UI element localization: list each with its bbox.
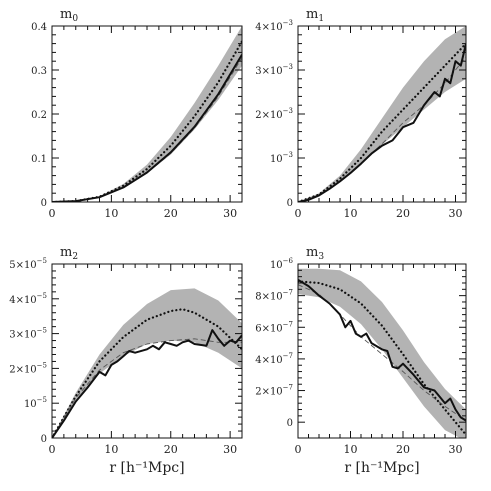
plot-area bbox=[298, 26, 466, 202]
shaded-band bbox=[298, 26, 466, 202]
y-tick-label: 4×10−3 bbox=[255, 19, 293, 33]
y-tick-label: 0 bbox=[287, 198, 293, 209]
shaded-band bbox=[52, 288, 242, 438]
plot-area bbox=[298, 268, 466, 438]
y-tick-label: 0 bbox=[287, 418, 293, 429]
series-dotted-line bbox=[298, 280, 466, 436]
series-dashed-line bbox=[52, 338, 242, 438]
x-tick-label: 30 bbox=[449, 207, 463, 220]
x-tick-label: 30 bbox=[223, 443, 237, 456]
y-tick-label: 2×10−7 bbox=[255, 384, 293, 398]
y-tick-label: 0.3 bbox=[31, 66, 47, 77]
series-dotted-line bbox=[298, 42, 466, 202]
panel-title: m2 bbox=[60, 245, 78, 262]
series-dashed-line bbox=[52, 57, 242, 202]
panel-title: m0 bbox=[60, 7, 78, 24]
shaded-band bbox=[52, 26, 242, 202]
x-tick-label: 0 bbox=[295, 443, 302, 456]
plot-area bbox=[52, 26, 242, 202]
x-tick-label: 10 bbox=[344, 443, 358, 456]
series-dotted-line bbox=[52, 308, 242, 438]
plot-frame bbox=[51, 263, 243, 439]
plot-frame bbox=[51, 25, 243, 203]
x-tick-label: 20 bbox=[396, 443, 410, 456]
x-tick-label: 20 bbox=[164, 443, 178, 456]
y-tick-label: 2×10−5 bbox=[9, 361, 47, 375]
x-tick-label: 30 bbox=[449, 443, 463, 456]
y-tick-label: 4×10−7 bbox=[255, 352, 293, 366]
y-tick-label: 10−5 bbox=[24, 396, 47, 410]
y-tick-label: 0 bbox=[41, 434, 47, 445]
x-tick-label: 0 bbox=[49, 207, 56, 220]
x-axis-label: r [h⁻¹Mpc] bbox=[109, 460, 184, 476]
panel-0: 0 10 20 30 0 0.1 0.2 0.3 0.4 m0 bbox=[31, 7, 243, 220]
series-dotted-line bbox=[52, 40, 242, 202]
x-tick-label: 30 bbox=[223, 207, 237, 220]
x-tick-label: 10 bbox=[344, 207, 358, 220]
x-tick-label: 10 bbox=[104, 207, 118, 220]
y-tick-label: 6×10−7 bbox=[255, 320, 293, 334]
y-tick-label: 0 bbox=[41, 198, 47, 209]
x-tick-label: 10 bbox=[104, 443, 118, 456]
shaded-band bbox=[298, 268, 466, 438]
series-solid-line bbox=[52, 54, 242, 202]
y-tick-label: 0.1 bbox=[31, 154, 47, 165]
plot-area bbox=[52, 288, 242, 438]
y-tick-label: 3×10−5 bbox=[9, 327, 47, 341]
series-solid-line bbox=[298, 43, 466, 202]
y-tick-label: 0.4 bbox=[31, 22, 47, 33]
y-tick-label: 8×10−7 bbox=[255, 289, 293, 303]
y-tick-label: 10−6 bbox=[270, 257, 294, 271]
y-tick-label: 3×10−3 bbox=[255, 63, 293, 77]
panel-3: 0 10 20 30 0 2×10−7 4×10−7 6×10−7 8×10−7 10−6 m3 r … bbox=[255, 245, 467, 476]
x-tick-label: 20 bbox=[396, 207, 410, 220]
series-solid-line bbox=[298, 278, 466, 422]
x-tick-label: 20 bbox=[164, 207, 178, 220]
series-solid-line bbox=[52, 329, 242, 438]
panel-title: m1 bbox=[306, 7, 324, 24]
y-tick-label: 2×10−3 bbox=[255, 107, 293, 121]
y-tick-label: 0.2 bbox=[31, 110, 47, 121]
panel-title: m3 bbox=[306, 245, 324, 262]
y-tick-label: 5×10−5 bbox=[9, 257, 47, 271]
panel-1: 0 10 20 30 0 10−3 2×10−3 3×10−3 4×10−3 m1 bbox=[255, 7, 467, 220]
y-tick-label: 4×10−5 bbox=[9, 292, 47, 306]
panel-2: 0 10 20 30 0 10−5 2×10−5 3×10−5 4×10−5 5×10−5 m2 r … bbox=[9, 245, 243, 476]
x-tick-label: 0 bbox=[295, 207, 302, 220]
x-axis-label: r [h⁻¹Mpc] bbox=[344, 460, 419, 476]
x-tick-label: 0 bbox=[49, 443, 56, 456]
y-tick-label: 10−3 bbox=[270, 151, 293, 165]
